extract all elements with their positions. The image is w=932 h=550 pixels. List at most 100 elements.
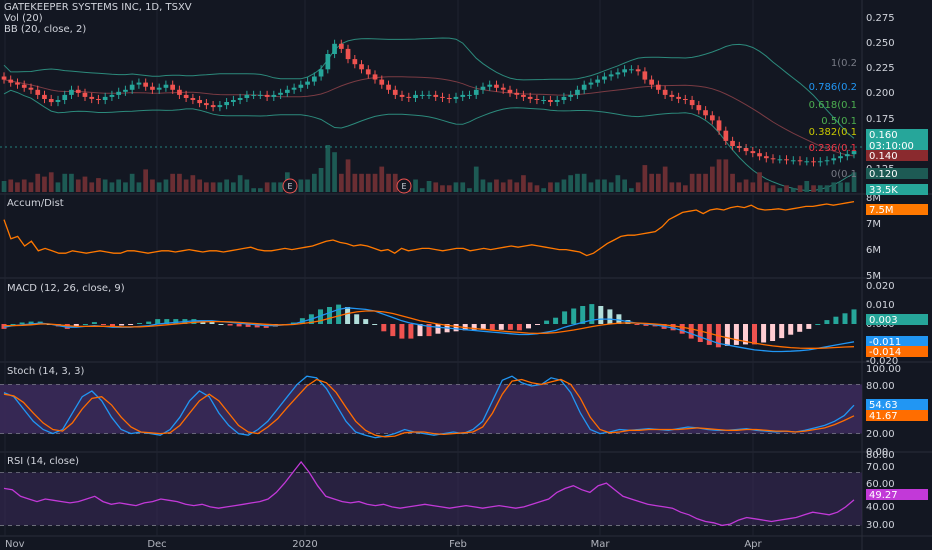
candle-body bbox=[568, 94, 573, 97]
candle-body bbox=[784, 159, 789, 161]
price-label-low-tag bbox=[866, 150, 928, 161]
macd-histogram-bar bbox=[598, 306, 604, 324]
candle-body bbox=[21, 84, 27, 88]
volume-bar bbox=[96, 178, 101, 192]
volume-bar bbox=[460, 182, 466, 192]
candle-body bbox=[433, 94, 439, 97]
volume-bar bbox=[500, 182, 506, 192]
candle-body bbox=[743, 148, 749, 152]
macd-histogram-bar bbox=[82, 324, 88, 325]
volume-bar bbox=[332, 152, 337, 192]
candle-body bbox=[69, 89, 74, 95]
volume-bar bbox=[224, 179, 229, 192]
candle-body bbox=[116, 91, 121, 95]
candle-body bbox=[332, 43, 337, 54]
macd-tick-label: -0.020 bbox=[866, 356, 898, 367]
volume-bar bbox=[150, 179, 155, 192]
candle-body bbox=[258, 94, 263, 96]
macd-histogram-bar bbox=[336, 304, 342, 324]
accum-dist-title: Accum/Dist bbox=[7, 198, 64, 209]
volume-bar bbox=[352, 173, 358, 192]
macd-hist-value: 0.003 bbox=[869, 315, 898, 326]
macd-histogram-bar bbox=[842, 313, 848, 324]
time-axis: Nov Dec 2020 Feb Mar Apr bbox=[5, 539, 763, 550]
candle-body bbox=[460, 94, 466, 97]
macd-histogram-bar bbox=[245, 324, 251, 327]
volume-bar bbox=[365, 173, 371, 192]
candle-body bbox=[790, 160, 796, 162]
price-label-high: 0.160 bbox=[869, 130, 898, 141]
candle-body bbox=[15, 82, 20, 85]
candle-body bbox=[541, 100, 546, 101]
macd-histogram-bar bbox=[824, 320, 830, 324]
candle-body bbox=[811, 161, 816, 163]
candle-body bbox=[150, 86, 155, 90]
candle-body bbox=[662, 89, 668, 95]
macd-histogram-bar bbox=[119, 324, 125, 326]
ad-tick-label: 6M bbox=[866, 245, 881, 256]
volume-bar bbox=[116, 179, 121, 192]
volume-bar bbox=[28, 182, 34, 192]
volume-bar bbox=[521, 175, 526, 192]
volume-bar bbox=[527, 182, 533, 192]
accum-dist-line bbox=[3, 200, 855, 257]
candle-body bbox=[629, 69, 634, 71]
candle-body bbox=[177, 89, 182, 95]
bb-upper-line bbox=[3, 37, 855, 139]
macd-histogram-bar bbox=[679, 324, 685, 334]
volume-bar bbox=[446, 185, 452, 192]
candle-body bbox=[224, 102, 229, 106]
time-tick-label: Nov bbox=[5, 539, 25, 550]
volume-bar bbox=[473, 166, 479, 192]
macd-signal-line bbox=[4, 310, 855, 349]
macd-histogram-bar bbox=[815, 324, 821, 325]
rsi-tick-label: 30.00 bbox=[866, 520, 895, 531]
candle-body bbox=[210, 105, 216, 108]
candle-body bbox=[271, 94, 277, 97]
volume-bar bbox=[642, 165, 648, 192]
candle-body bbox=[372, 74, 378, 80]
candle-body bbox=[575, 89, 580, 95]
volume-bar bbox=[750, 182, 756, 192]
macd-histogram-bar bbox=[833, 316, 839, 324]
volume-bar bbox=[541, 188, 546, 192]
candle-body bbox=[797, 160, 803, 162]
macd-histogram-bar bbox=[779, 324, 785, 339]
macd-title: MACD (12, 26, close, 9) bbox=[7, 283, 125, 294]
macd-histogram-bar bbox=[688, 324, 694, 339]
candle-body bbox=[750, 151, 756, 154]
candle-body bbox=[318, 69, 324, 77]
candle-body bbox=[710, 115, 715, 121]
candle-body bbox=[737, 146, 742, 148]
volume-bar bbox=[372, 173, 378, 192]
volume-bar bbox=[123, 182, 128, 192]
candle-body bbox=[365, 69, 371, 75]
volume-bar bbox=[177, 173, 182, 192]
volume-bar bbox=[777, 188, 783, 192]
macd-histogram-bar bbox=[544, 320, 550, 324]
rsi-line bbox=[3, 460, 855, 527]
candle-body bbox=[844, 154, 850, 157]
macd-histogram-bar bbox=[218, 324, 224, 325]
ad-last-value: 7.5M bbox=[869, 205, 894, 216]
time-tick-label: Dec bbox=[147, 539, 166, 550]
macd-histogram-bar bbox=[372, 324, 378, 325]
stoch-tick-label: 100.00 bbox=[866, 364, 901, 375]
macd-histogram-bar bbox=[101, 324, 106, 325]
volume-bar bbox=[426, 181, 432, 192]
volume-bar bbox=[217, 182, 223, 192]
candle-body bbox=[237, 98, 243, 100]
price-tick-label: 0.225 bbox=[866, 63, 895, 74]
macd-signal-value: -0.014 bbox=[869, 347, 901, 358]
rsi-title: RSI (14, close) bbox=[7, 456, 80, 467]
macd-histogram-bar bbox=[670, 324, 676, 331]
bb-lower-line bbox=[3, 89, 855, 191]
volume-bar bbox=[615, 175, 621, 192]
volume-bar bbox=[595, 179, 600, 192]
candle-body bbox=[55, 100, 61, 102]
candle-body bbox=[62, 94, 68, 100]
volume-bar bbox=[804, 181, 810, 192]
volume-bar bbox=[62, 173, 68, 192]
